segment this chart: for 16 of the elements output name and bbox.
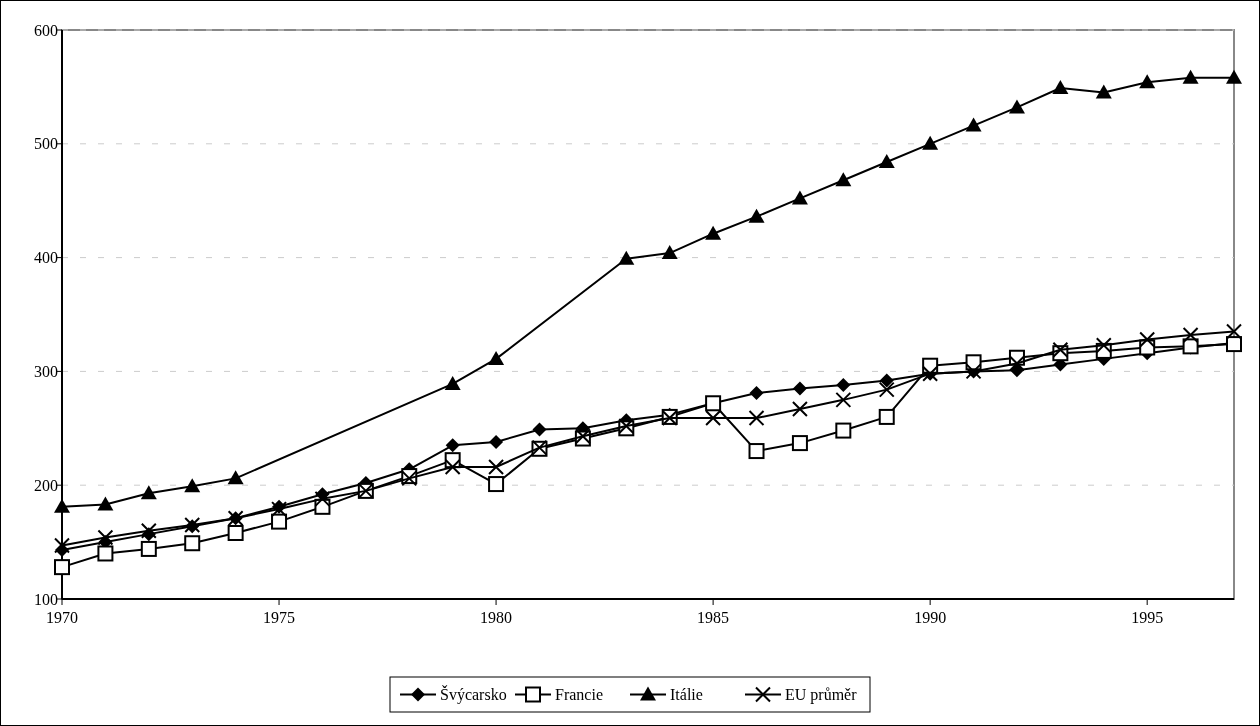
y-tick-label: 500 (34, 135, 58, 153)
x-tick-label: 1975 (263, 609, 296, 626)
y-tick-label: 200 (34, 476, 58, 494)
x-tick-label: 1970 (46, 609, 78, 626)
x-tick-label: 1995 (1131, 609, 1164, 626)
x-tick-label: 1990 (914, 609, 947, 626)
legend-label: Itálie (670, 686, 703, 704)
x-tick-label: 1985 (697, 609, 730, 626)
y-tick-label: 300 (34, 363, 58, 380)
x-tick-label: 1980 (480, 609, 513, 626)
y-tick-label: 600 (34, 21, 58, 39)
y-tick-label: 100 (34, 590, 58, 608)
legend-label: Švýcarsko (440, 685, 507, 705)
legend-label: EU průměr (785, 686, 858, 705)
y-tick-label: 400 (34, 249, 58, 267)
legend-label: Francie (555, 686, 603, 704)
